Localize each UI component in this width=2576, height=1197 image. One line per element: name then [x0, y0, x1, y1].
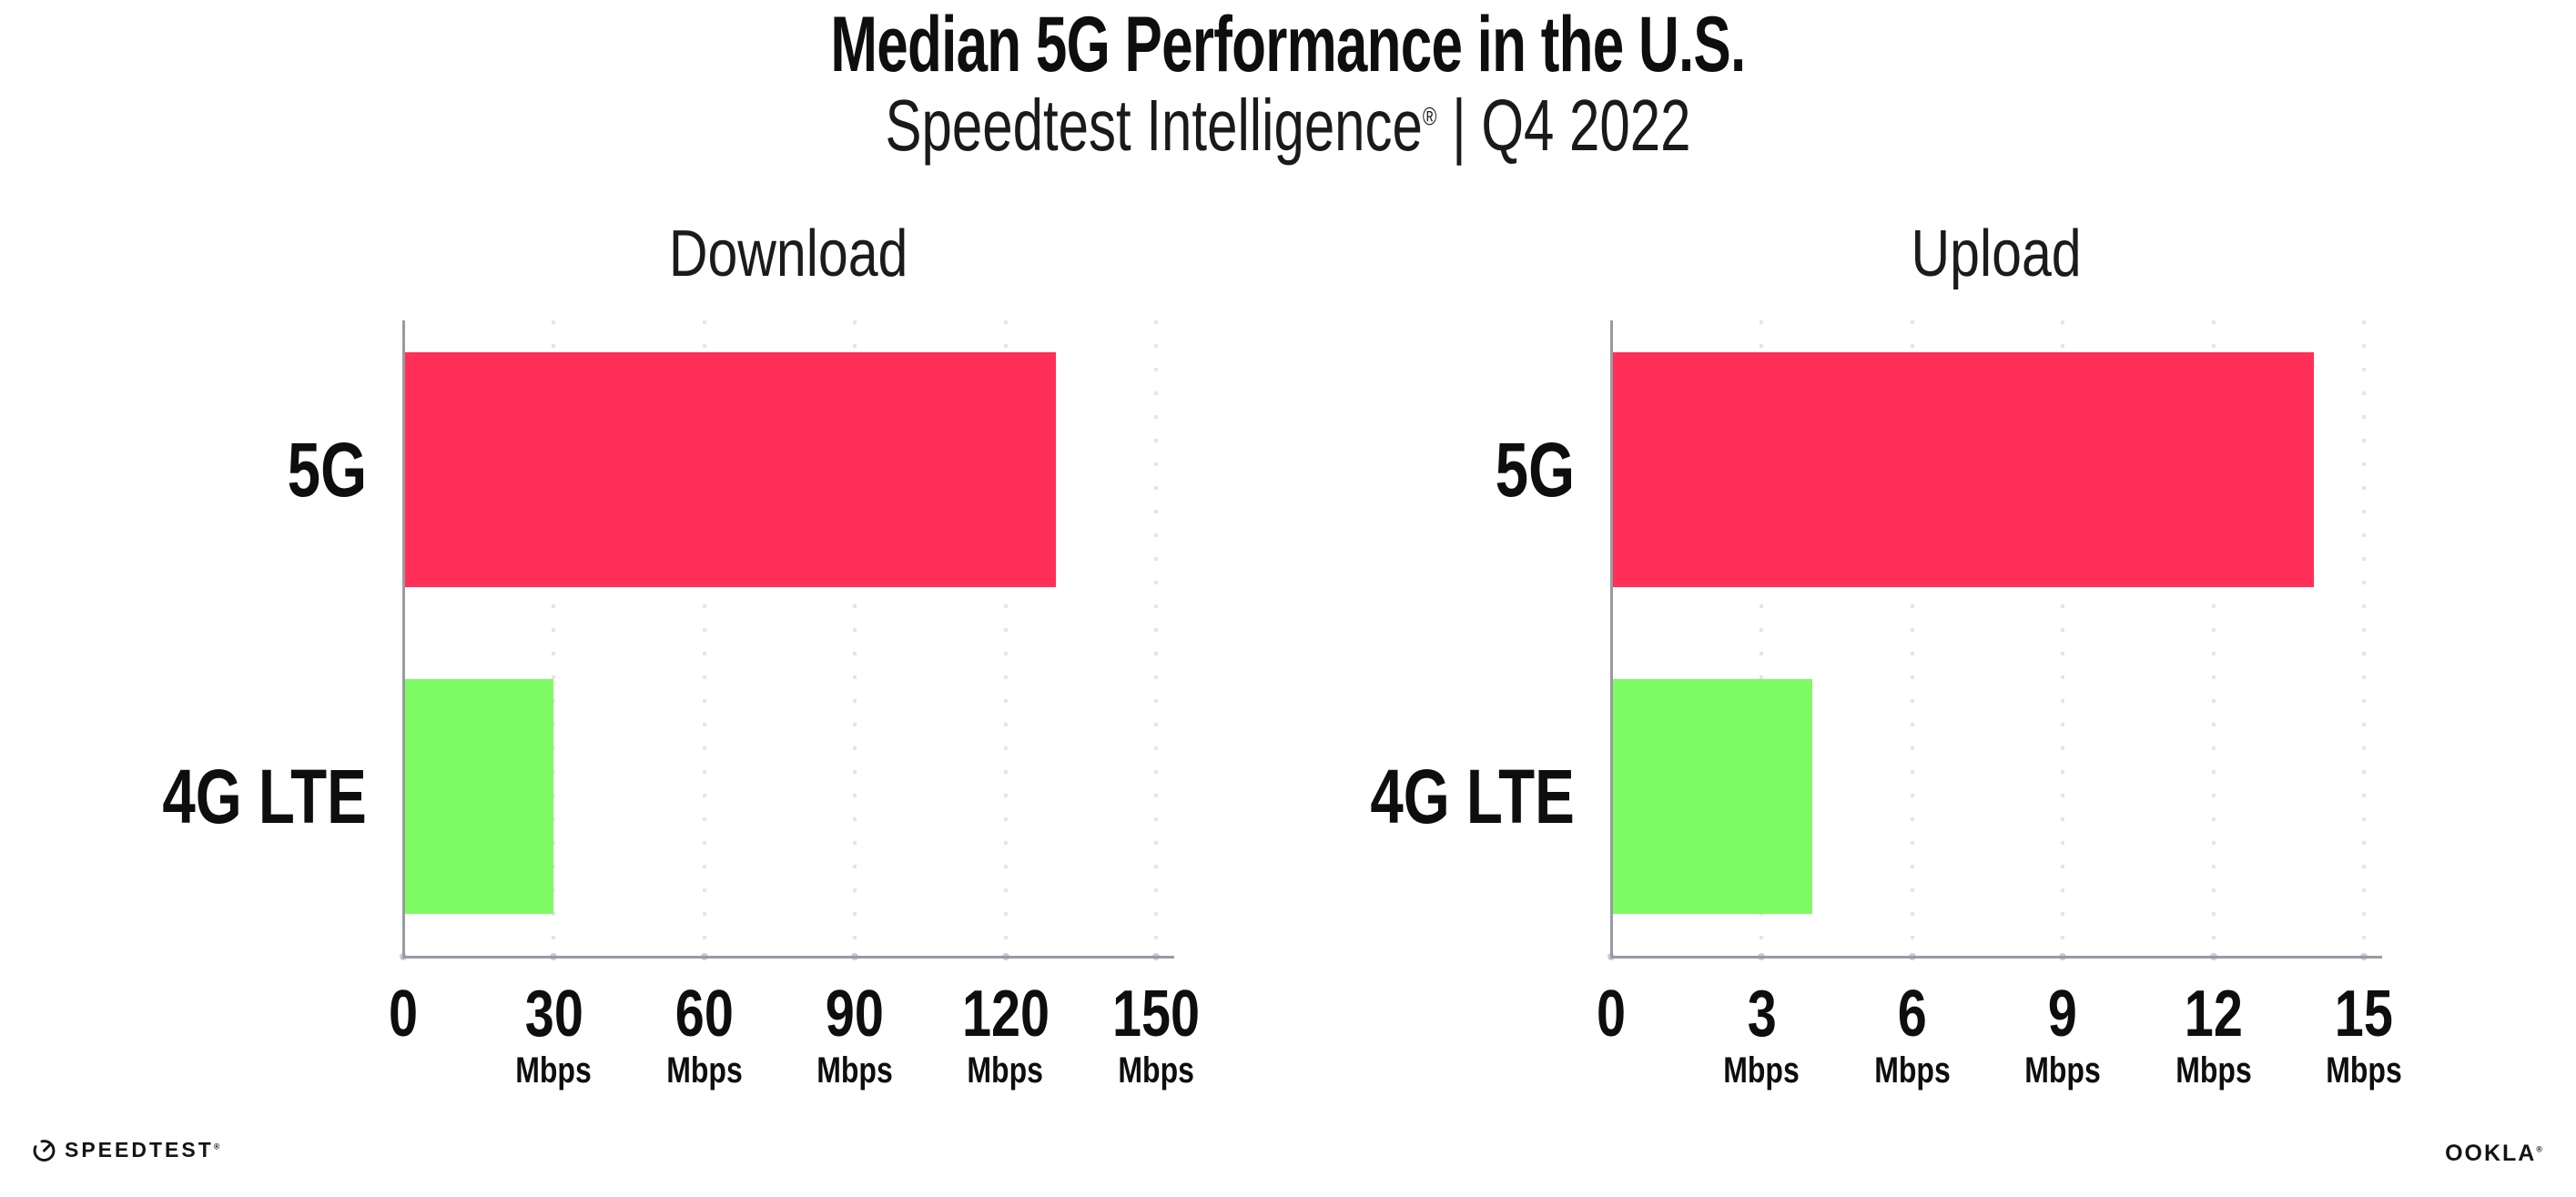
ookla-logo: OOKLA® [2445, 1141, 2542, 1166]
plot-area-download: 0 30 Mbps 60 Mbps 90 Mbps 120 Mbps 150 Mbps 5G 4G LT… [163, 320, 1200, 1089]
bar-4g-lte-upload [1611, 679, 1812, 914]
gridline-60-download [702, 320, 706, 959]
plot-area-upload: 0 3 Mbps 6 Mbps 9 Mbps 12 Mbps 15 Mbps 5G 4G LTE [1371, 320, 2402, 1089]
x-tick-label-0-download: 0 [388, 978, 419, 1050]
category-label-5g-download: 5G [287, 427, 367, 512]
gridline-6-upload [1910, 320, 1914, 959]
gridline-90-download [853, 320, 857, 959]
subtitle-period: | Q4 2022 [1436, 85, 1691, 166]
page-subtitle: Speedtest Intelligence® | Q4 2022 [0, 89, 2576, 162]
chart-title-download: Download [669, 218, 908, 290]
gridline-15-upload [2362, 320, 2366, 959]
gridline-3-upload [1760, 320, 1764, 959]
x-tick-label-3-upload: 3 Mbps [1723, 978, 1800, 1090]
category-label-4g-lte-download: 4G LTE [162, 754, 367, 839]
x-tick-label-150-download: 150 Mbps [1111, 978, 1201, 1090]
x-tick-label-0-upload: 0 [1596, 978, 1627, 1050]
x-tick-label-6-upload: 6 Mbps [1874, 978, 1951, 1090]
x-axis-line [1611, 956, 2382, 959]
registered-mark: ® [1422, 102, 1437, 131]
x-tick-label-30-download: 30 Mbps [515, 978, 593, 1090]
page-title: Median 5G Performance in the U.S. [830, 1, 1746, 88]
header: Median 5G Performance in the U.S. Speedt… [0, 0, 2576, 162]
gridline-30-download [552, 320, 556, 959]
x-axis-line [403, 956, 1174, 959]
x-tick-label-120-download: 120 Mbps [961, 978, 1050, 1090]
speedtest-logo: SPEEDTEST® [32, 1138, 219, 1162]
x-tick-label-12-upload: 12 Mbps [2175, 978, 2252, 1090]
subtitle-brand: Speedtest Intelligence [885, 85, 1423, 166]
speedtest-gauge-icon [33, 1140, 56, 1161]
gridline-120-download [1003, 320, 1008, 959]
gridline-12-upload [2211, 320, 2216, 959]
bar-5g-download [403, 352, 1056, 587]
x-tick-label-9-upload: 9 Mbps [2024, 978, 2101, 1090]
category-label-5g-upload: 5G [1495, 427, 1575, 512]
x-tick-label-15-upload: 15 Mbps [2326, 978, 2402, 1090]
gridline-9-upload [2061, 320, 2065, 959]
gridline-150-download [1154, 320, 1158, 959]
category-label-4g-lte-upload: 4G LTE [1370, 754, 1575, 839]
x-tick-label-90-download: 90 Mbps [816, 978, 893, 1090]
y-axis-line [1610, 320, 1613, 959]
x-tick-label-60-download: 60 Mbps [666, 978, 743, 1090]
y-axis-line [402, 320, 405, 959]
speedtest-wordmark: SPEEDTEST® [65, 1138, 220, 1161]
bar-5g-upload [1611, 352, 2314, 587]
bar-4g-lte-download [403, 679, 554, 914]
chart-title-upload: Upload [1911, 218, 2083, 290]
